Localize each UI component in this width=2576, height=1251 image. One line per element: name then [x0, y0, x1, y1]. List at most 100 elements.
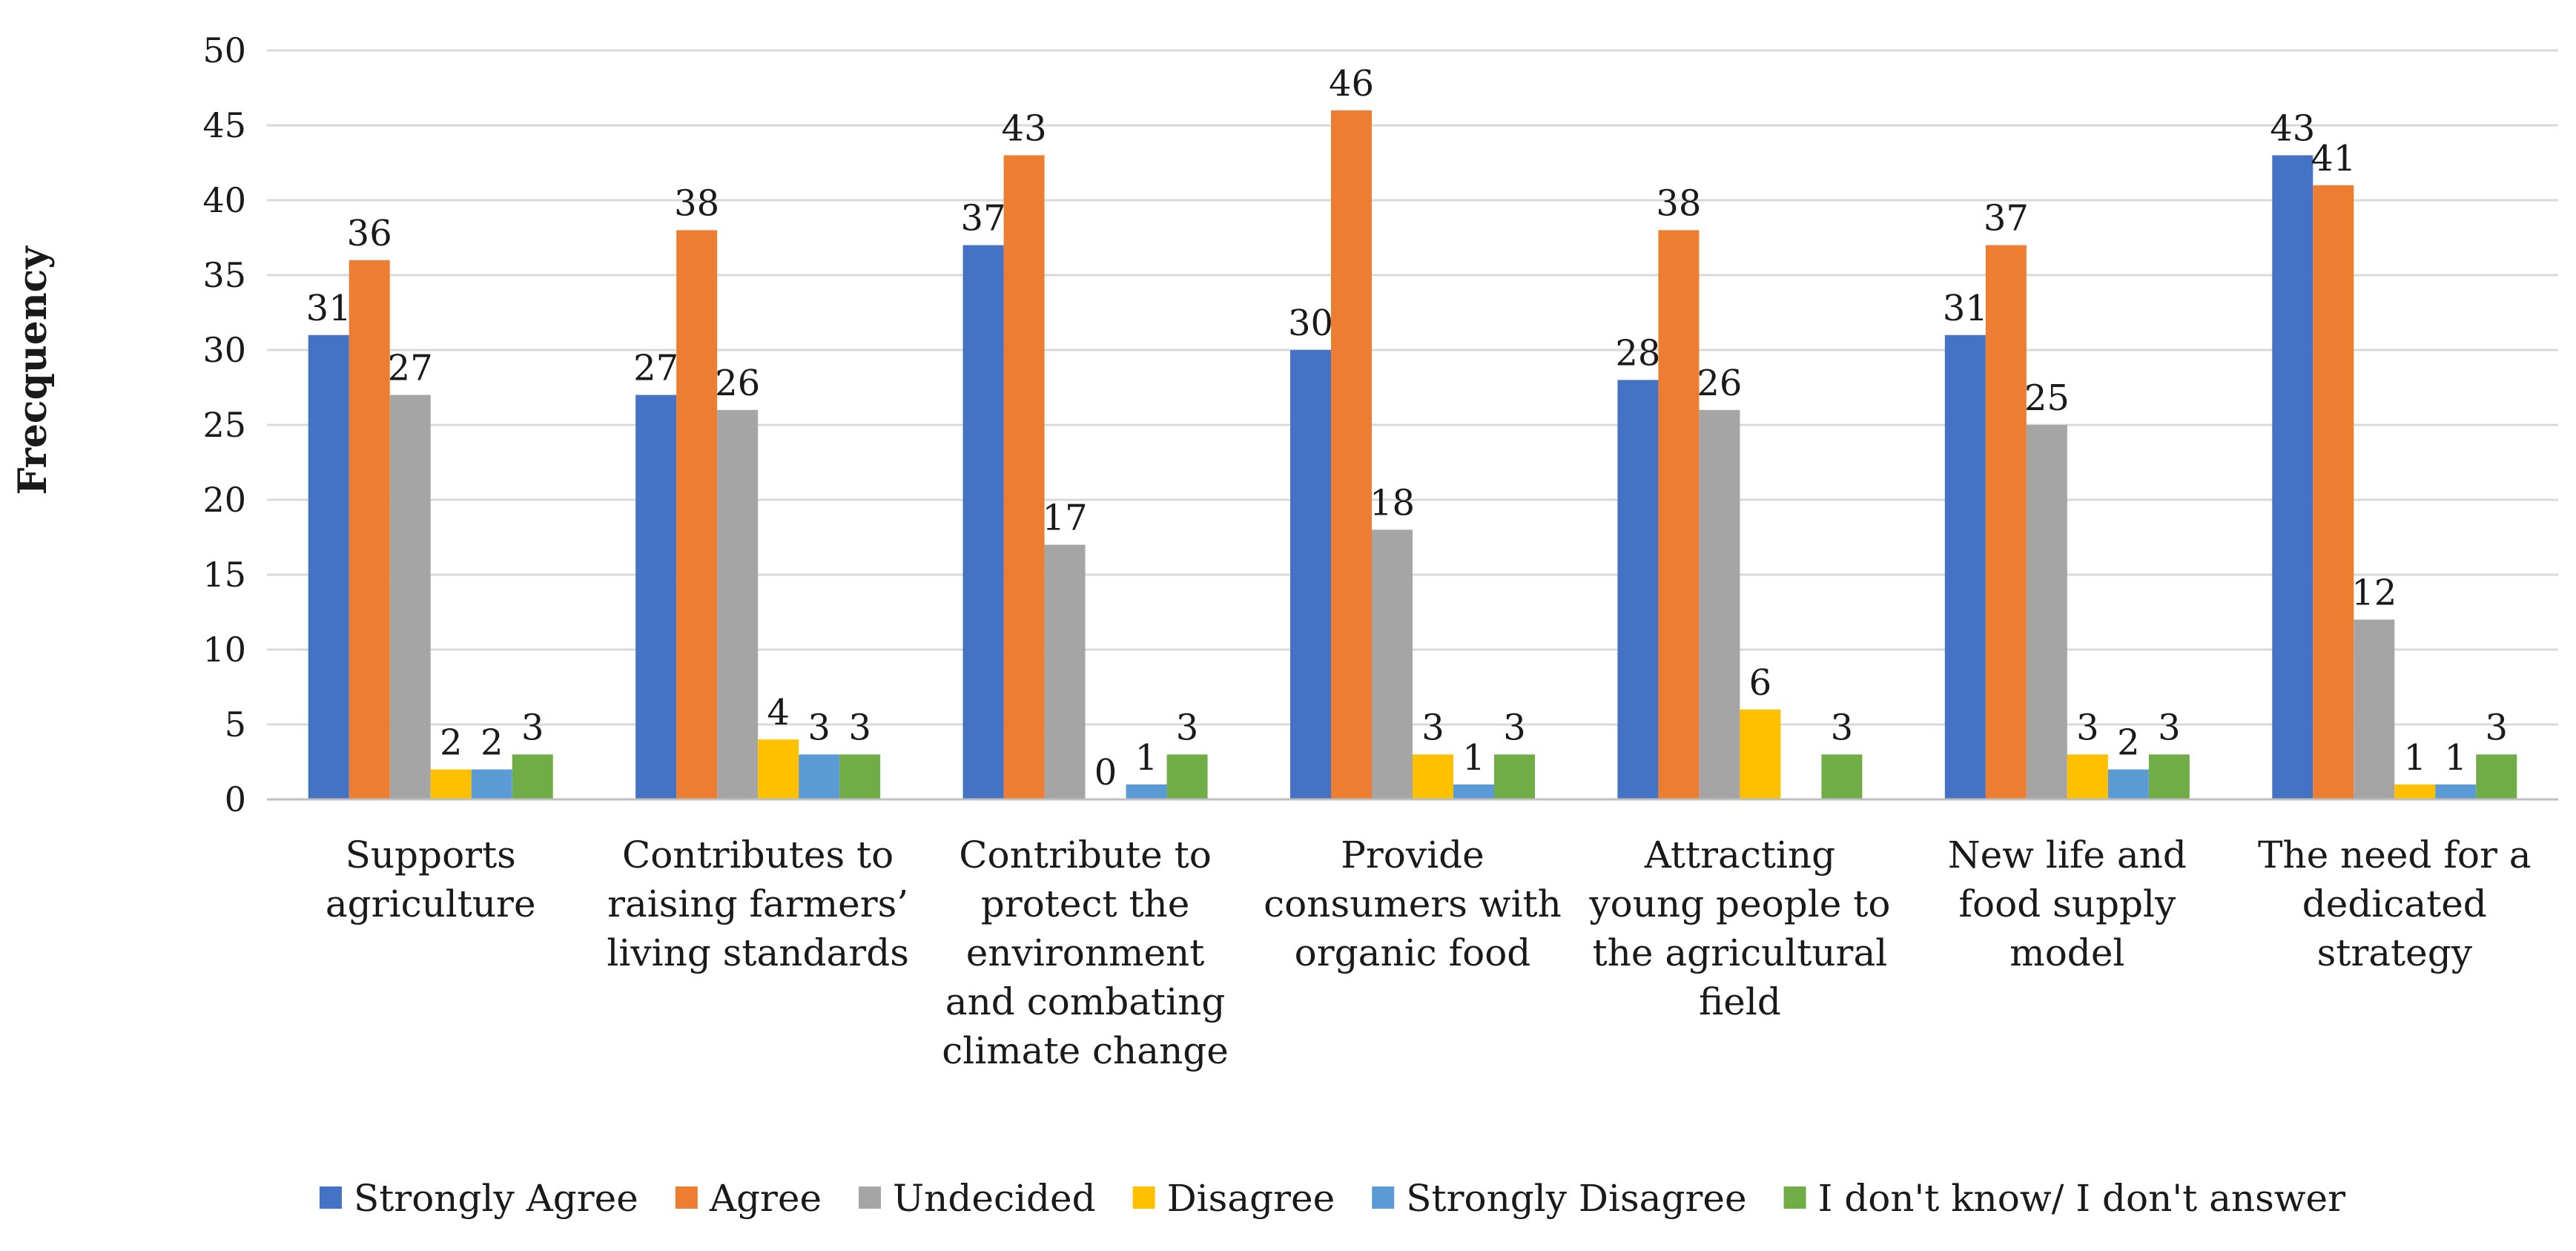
legend-label: Agree: [709, 1177, 822, 1220]
bar: [839, 754, 881, 799]
data-label: 12: [2351, 572, 2397, 614]
data-label: 26: [1697, 363, 1742, 404]
data-label: 6: [1749, 662, 1772, 704]
bar: [1453, 784, 1494, 799]
y-tick-label: 25: [202, 405, 246, 445]
legend-swatch: [1783, 1186, 1806, 1209]
x-tick-label: Attracting young people to the agricultura…: [1588, 834, 1890, 1023]
bar: [1658, 230, 1700, 799]
data-label: 3: [2158, 707, 2181, 748]
data-label: 1: [1135, 737, 1158, 779]
legend-label: Undecided: [893, 1177, 1096, 1220]
data-label: 38: [674, 182, 719, 224]
x-tick-label: The need for a dedicated strategy: [2258, 834, 2532, 974]
y-axis-title: Frecquency: [10, 245, 56, 495]
bar: [1290, 350, 1331, 799]
bar: [676, 230, 718, 799]
legend-label: Strongly Disagree: [1406, 1177, 1746, 1220]
data-label: 31: [306, 288, 351, 329]
legend-swatch: [319, 1186, 342, 1209]
bar: [1617, 380, 1659, 799]
data-label: 3: [1421, 707, 1444, 748]
x-tick-label: Contribute to protect the environment and c…: [942, 834, 1229, 1072]
bar: [1494, 754, 1535, 799]
bar: [2272, 155, 2314, 799]
bar: [471, 769, 512, 799]
data-label: 3: [2486, 707, 2509, 748]
bar: [2107, 769, 2149, 799]
bar: [962, 245, 1004, 800]
bar: [717, 409, 759, 799]
y-tick-label: 30: [202, 330, 246, 370]
data-label: 26: [715, 363, 760, 404]
data-label: 28: [1615, 332, 1660, 374]
bar: [1413, 754, 1453, 799]
bar: [1821, 754, 1863, 799]
x-tick-label: Contributes to raising farmers’ living sta…: [607, 834, 908, 974]
data-label: 3: [1176, 707, 1199, 748]
legend: Strongly Agree Agree Undecided Disagree Stro…: [319, 1177, 2346, 1220]
data-label: 3: [1503, 707, 1526, 748]
bar: [2476, 754, 2517, 799]
data-label: 1: [2445, 737, 2468, 779]
data-label: 4: [767, 692, 790, 733]
data-label: 37: [1984, 198, 2029, 240]
x-tick-label: Supports agriculture: [326, 834, 536, 925]
data-label: 31: [1943, 288, 1988, 329]
y-tick-label: 5: [225, 704, 246, 745]
bars: [308, 110, 2517, 800]
data-label: 30: [1288, 303, 1333, 344]
legend-label: Disagree: [1167, 1177, 1335, 1220]
bar: [512, 754, 553, 799]
data-label: 25: [2024, 377, 2070, 419]
bar: [1166, 754, 1208, 799]
legend-swatch: [1132, 1186, 1155, 1209]
bar: [1740, 709, 1781, 799]
y-tick-label: 15: [202, 555, 246, 595]
bar: [1985, 245, 2027, 800]
data-label: 18: [1370, 482, 1415, 524]
legend-label: I don't know/ I don't answer: [1818, 1177, 2346, 1220]
data-label: 3: [2076, 707, 2099, 748]
bar: [1699, 409, 1740, 799]
bar: [758, 739, 799, 799]
bar: [2026, 425, 2067, 799]
bar: [1003, 155, 1045, 799]
y-tick-label: 45: [202, 105, 246, 145]
data-label: 37: [961, 198, 1006, 240]
legend-swatch: [1372, 1186, 1395, 1209]
bar: [1372, 529, 1413, 799]
data-label: 3: [848, 707, 871, 748]
data-label: 43: [1002, 108, 1047, 149]
bar: [308, 334, 349, 799]
bar: [430, 769, 472, 799]
x-tick-label: Provide consumers with organic food: [1264, 834, 1562, 974]
bar: [2313, 185, 2354, 800]
data-label: 36: [347, 213, 392, 254]
bar: [349, 260, 390, 799]
data-label: 43: [2270, 108, 2315, 149]
legend-label: Strongly Agree: [354, 1177, 638, 1220]
y-tick-label: 0: [225, 779, 246, 819]
bar: [2435, 784, 2477, 799]
bar: [1044, 544, 1086, 799]
data-label: 1: [1462, 737, 1485, 779]
y-tick-label: 50: [202, 30, 246, 70]
data-label: 41: [2311, 138, 2356, 179]
data-label: 2: [2117, 722, 2140, 764]
y-tick-label: 40: [202, 180, 246, 220]
y-tick-label: 20: [202, 480, 246, 520]
bar: [799, 754, 840, 799]
data-label: 27: [388, 348, 433, 389]
data-label: 3: [521, 707, 544, 748]
bar: [1331, 110, 1372, 800]
bar: [389, 395, 431, 799]
bar: [2354, 619, 2395, 799]
legend-swatch: [675, 1186, 698, 1209]
data-label: 17: [1043, 498, 1088, 539]
bar: [2067, 754, 2108, 799]
bar: [1126, 784, 1167, 799]
